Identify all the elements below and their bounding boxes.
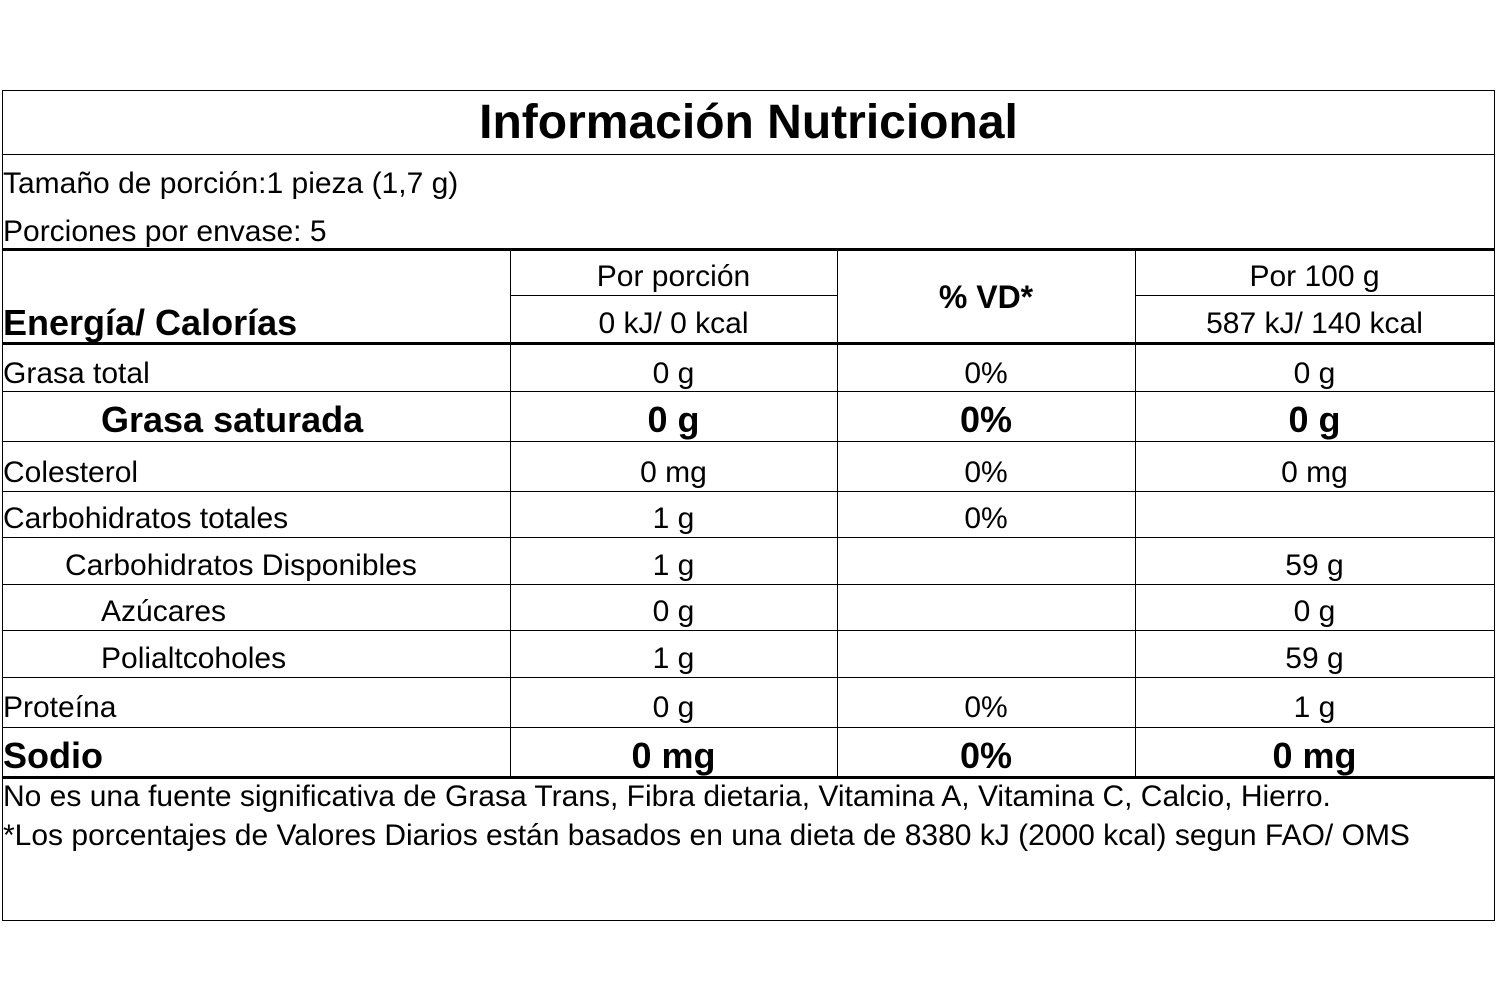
row-dv: 0% (964, 456, 1008, 489)
row-per-100g: 59 g (1285, 549, 1344, 582)
column-divider (837, 251, 838, 776)
panel-title: Información Nutricional (479, 96, 1018, 149)
footnote-dv-basis: *Los porcentajes de Valores Diarios está… (3, 819, 1410, 852)
divider (3, 537, 1494, 538)
row-dv: 0% (964, 691, 1008, 724)
row-per-serving: 1 g (652, 502, 695, 535)
row-per-serving: 0 g (652, 691, 695, 724)
divider (3, 776, 1494, 779)
per-100g-energy: 587 kJ/ 140 kcal (1206, 307, 1423, 340)
row-label: Carbohidratos Disponibles (65, 549, 417, 582)
row-per-serving: 1 g (652, 549, 695, 582)
serving-size: Tamaño de porción:1 pieza (1,7 g) (3, 167, 459, 200)
row-dv: 0% (959, 735, 1013, 776)
footnote-not-significant: No es una fuente significativa de Grasa … (3, 780, 1331, 813)
row-label: Proteína (3, 691, 117, 724)
divider (3, 154, 1494, 155)
row-per-serving: 0 g (647, 399, 700, 440)
row-label: Carbohidratos totales (3, 502, 289, 535)
divider (3, 584, 1494, 585)
energy-label: Energía/ Calorías (3, 302, 298, 343)
divider (3, 248, 1494, 251)
row-per-100g: 59 g (1285, 642, 1344, 675)
column-divider (510, 251, 511, 776)
per-serving-energy: 0 kJ/ 0 kcal (598, 307, 749, 340)
row-per-serving: 0 mg (640, 456, 707, 489)
row-per-serving: 0 g (652, 595, 695, 628)
per-serving-header: Por porción (596, 260, 751, 293)
row-label: Grasa total (3, 357, 150, 390)
row-per-100g: 0 g (1293, 357, 1336, 390)
column-divider (1135, 251, 1136, 776)
row-per-100g: 0 g (1293, 595, 1336, 628)
row-per-100g: 1 g (1293, 691, 1336, 724)
divider (3, 391, 1494, 392)
divider (3, 491, 1494, 492)
row-label: Sodio (3, 735, 103, 776)
divider (3, 441, 1494, 442)
per-100g-header: Por 100 g (1249, 260, 1380, 293)
divider (3, 727, 1494, 728)
divider (3, 342, 1494, 345)
row-dv: 0% (959, 399, 1013, 440)
row-label: Azúcares (101, 595, 227, 628)
row-per-serving: 0 g (652, 357, 695, 390)
row-dv: 0% (964, 357, 1008, 390)
divider (510, 295, 837, 296)
row-per-serving: 1 g (652, 642, 695, 675)
servings-per-container: Porciones por envase: 5 (3, 215, 327, 248)
divider (3, 630, 1494, 631)
divider (1135, 295, 1494, 296)
dv-header: % VD* (938, 279, 1034, 315)
nutrition-facts-panel: Información Nutricional Tamaño de porció… (2, 90, 1495, 921)
row-per-serving: 0 mg (631, 735, 716, 776)
row-dv: 0% (964, 502, 1008, 535)
row-label: Grasa saturada (101, 399, 364, 440)
row-per-100g: 0 mg (1281, 456, 1348, 489)
row-label: Polialtcoholes (101, 642, 287, 675)
row-label: Colesterol (3, 456, 139, 489)
row-per-100g: 0 mg (1272, 735, 1357, 776)
row-per-100g: 0 g (1288, 399, 1341, 440)
divider (3, 677, 1494, 678)
